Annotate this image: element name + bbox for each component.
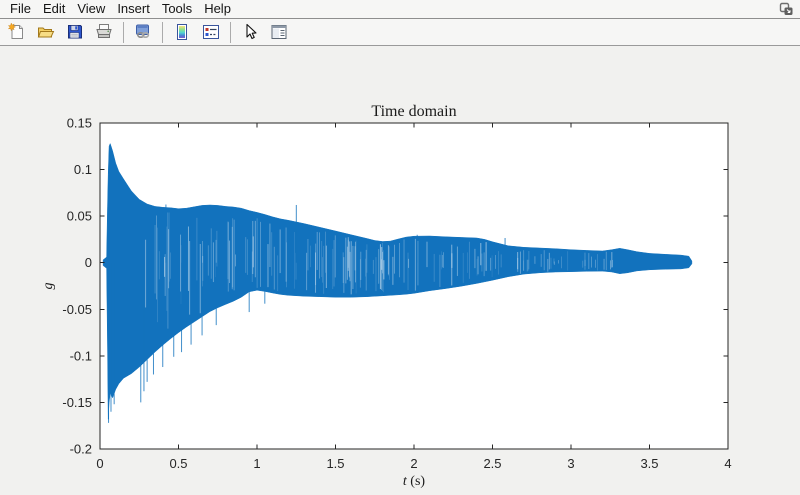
link-plot-icon xyxy=(136,24,150,39)
x-tick-label: 2.5 xyxy=(483,456,501,471)
y-tick-label: 0 xyxy=(85,255,92,270)
property-inspector-button[interactable] xyxy=(266,19,292,45)
waveform-area xyxy=(102,142,693,420)
y-tick-label: -0.2 xyxy=(70,442,92,457)
print-figure-button[interactable] xyxy=(91,19,117,45)
plot-title: Time domain xyxy=(371,103,456,120)
x-tick-label: 3.5 xyxy=(640,456,658,471)
property-inspector-icon xyxy=(271,25,287,39)
menu-tools[interactable]: Tools xyxy=(161,1,193,16)
toolbar-separator xyxy=(230,21,231,43)
menu-view[interactable]: View xyxy=(77,1,106,16)
insert-legend-button[interactable] xyxy=(198,19,224,45)
x-tick-label: 3 xyxy=(567,456,574,471)
x-axis-label: t (s) xyxy=(403,474,426,489)
open-folder-icon xyxy=(37,27,55,38)
new-document-icon xyxy=(7,22,23,39)
toolbar xyxy=(0,19,800,46)
save-icon xyxy=(68,25,82,39)
y-tick-label: -0.05 xyxy=(62,302,92,317)
x-tick-label: 1 xyxy=(253,456,260,471)
x-tick-label: 0 xyxy=(96,456,103,471)
menubar: File Edit View Insert Tools Help xyxy=(0,0,800,19)
open-file-button[interactable] xyxy=(33,19,59,45)
legend-icon xyxy=(203,25,219,39)
menu-file[interactable]: File xyxy=(10,1,31,16)
y-tick-label: 0.05 xyxy=(67,209,92,224)
edit-plot-button[interactable] xyxy=(237,19,263,45)
print-icon xyxy=(96,24,112,38)
menu-help[interactable]: Help xyxy=(204,1,231,16)
link-plot-button[interactable] xyxy=(130,19,156,45)
y-tick-label: -0.1 xyxy=(70,348,92,363)
toolbar-separator xyxy=(162,21,163,43)
x-tick-label: 2 xyxy=(410,456,417,471)
x-tick-label: 0.5 xyxy=(169,456,187,471)
edit-plot-arrow-icon xyxy=(246,23,257,40)
y-tick-label: -0.15 xyxy=(62,395,92,410)
y-tick-label: 0.1 xyxy=(74,162,92,177)
colorbar-icon xyxy=(177,24,187,40)
new-figure-button[interactable] xyxy=(4,19,30,45)
figure-canvas: 0 0.5 1 1.5 2 2.5 3 3.5 4 0.15 0.1 0.05 0 -0.05 -0.1 -0… xyxy=(0,47,800,489)
toolbar-separator xyxy=(123,21,124,43)
figure-svg: 0 0.5 1 1.5 2 2.5 3 3.5 4 0.15 0.1 0.05 0 -0.05 -0.1 -0… xyxy=(41,103,732,489)
insert-colorbar-button[interactable] xyxy=(169,19,195,45)
save-figure-button[interactable] xyxy=(62,19,88,45)
detach-window-icon[interactable] xyxy=(779,2,794,16)
y-tick-label: 0.15 xyxy=(67,116,92,131)
y-axis-label: g xyxy=(41,283,56,290)
x-tick-label: 4 xyxy=(724,456,731,471)
menu-edit[interactable]: Edit xyxy=(42,1,66,16)
menu-insert[interactable]: Insert xyxy=(117,1,150,16)
x-tick-label: 1.5 xyxy=(326,456,344,471)
